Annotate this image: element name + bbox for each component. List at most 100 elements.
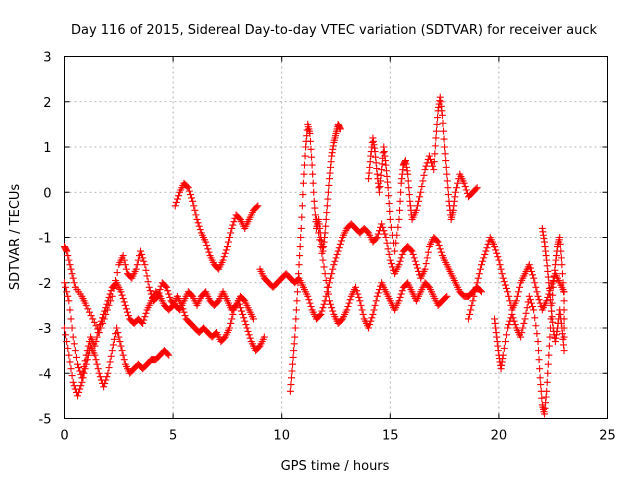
data-point [391,247,399,255]
data-point [383,239,391,247]
data-point [239,310,247,318]
data-point [443,170,451,178]
data-point [229,310,237,318]
data-point [312,215,320,223]
data-point [437,248,445,256]
data-point [397,254,405,262]
data-point [108,347,116,355]
data-point [381,230,389,238]
data-point [439,119,447,127]
data-point [521,315,529,323]
data-point [77,382,85,390]
data-point [139,319,147,327]
data-point [473,184,481,192]
data-point [140,257,148,265]
data-point [499,351,507,359]
data-point [405,184,413,192]
data-point [327,300,335,308]
data-point [82,360,90,368]
data-point [99,314,107,322]
data-point [75,364,83,372]
data-point [481,250,489,258]
data-point [104,369,112,377]
data-point [322,215,330,223]
data-point [522,309,530,317]
data-point [65,256,73,264]
data-point [440,127,448,135]
data-point [74,360,82,368]
data-point [115,333,123,341]
data-point [226,234,234,241]
data-point [137,247,145,255]
data-point [93,360,101,368]
data-point [422,260,430,268]
data-point [227,319,235,327]
data-point [372,235,380,243]
data-point [398,250,406,258]
data-point [145,283,153,291]
data-point [556,240,564,248]
data-point [119,295,127,303]
data-point [221,249,229,257]
data-point [310,197,318,205]
data-point [501,281,509,289]
data-point [384,184,392,192]
data-point [493,249,501,257]
data-point [87,312,95,320]
data-point [307,303,315,311]
data-point [186,191,194,199]
data-point [141,261,149,269]
data-point [120,256,128,264]
data-point [222,246,230,254]
data-point [509,314,517,322]
data-point [533,330,541,338]
data-point [114,329,122,337]
data-point [118,291,126,299]
data-point [545,342,553,350]
data-point [68,324,76,332]
data-point [435,241,443,249]
data-point [95,324,103,332]
data-point [244,327,252,335]
data-point [371,301,379,309]
data-point [230,218,238,226]
data-point [102,376,110,384]
data-point [398,287,406,295]
data-point [192,211,200,219]
data-point [423,254,431,262]
data-point [292,306,300,314]
data-point [109,341,117,349]
data-point [525,261,533,269]
data-point [84,351,92,359]
data-point [434,114,442,122]
data-point [505,321,513,329]
data-point [535,356,543,364]
data-point [346,296,354,304]
data-point [64,252,72,260]
data-point [329,265,337,273]
data-point [299,179,307,187]
data-point [165,290,173,298]
data-point [385,192,393,200]
data-point [132,265,140,273]
data-point [133,261,141,269]
data-point [100,310,108,318]
data-point [113,324,121,332]
data-point [413,264,421,272]
data-point [512,297,520,305]
data-point [560,347,568,355]
data-point [106,358,114,366]
data-point [443,292,451,300]
data-point [85,308,93,316]
data-point [356,297,364,305]
data-point [422,162,430,170]
data-point [317,310,325,318]
data-point [500,278,508,286]
data-point [96,321,104,329]
data-point [466,310,474,318]
data-point [520,319,528,327]
data-point [529,271,537,279]
data-point [76,367,84,375]
data-point [95,369,103,377]
data-point [287,374,295,382]
